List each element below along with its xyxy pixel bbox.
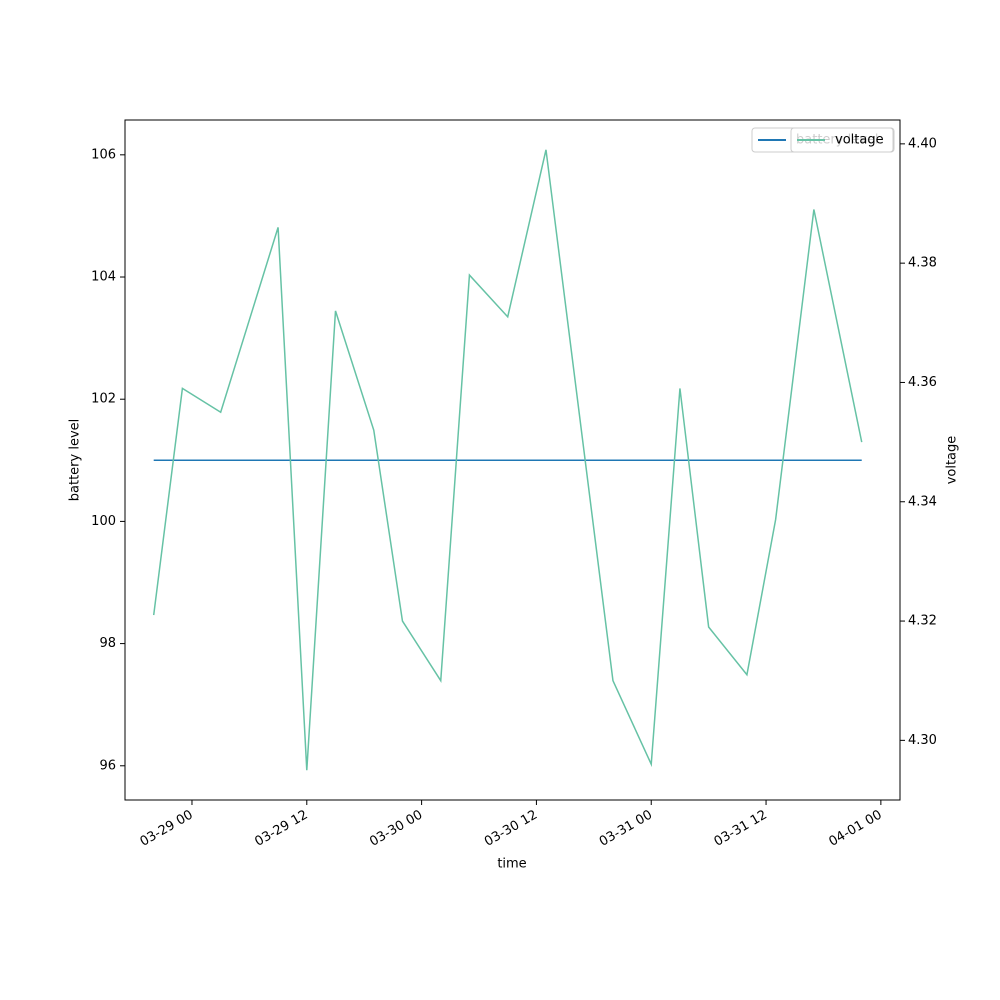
x-axis-label: time bbox=[497, 857, 526, 872]
legend: voltage bbox=[790, 127, 894, 153]
y-tick-label: 96 bbox=[99, 758, 116, 773]
y-axis-label: battery level bbox=[68, 419, 83, 502]
y-tick-label: 100 bbox=[91, 514, 116, 529]
x-tick-label: 03-31 12 bbox=[712, 808, 770, 850]
y2-tick-label: 4.40 bbox=[908, 136, 937, 151]
y2-tick-label: 4.30 bbox=[908, 733, 937, 748]
y2-axis-label: voltage bbox=[945, 436, 960, 485]
y2-tick-label: 4.32 bbox=[908, 614, 937, 629]
x-tick-label: 03-31 00 bbox=[597, 808, 655, 850]
legend-box bbox=[790, 127, 894, 153]
x-tick-label: 03-30 12 bbox=[482, 808, 540, 850]
series-line bbox=[152, 149, 863, 771]
y-tick-label: 102 bbox=[91, 392, 116, 407]
plot-frame bbox=[124, 119, 901, 801]
y-tick-label: 104 bbox=[91, 270, 116, 285]
x-tick-label: 03-29 00 bbox=[138, 808, 196, 850]
y2-tick-label: 4.36 bbox=[908, 375, 937, 390]
legend-label: voltage bbox=[835, 133, 884, 148]
x-tick-label: 03-29 12 bbox=[252, 808, 310, 850]
x-tick-label: 03-30 00 bbox=[367, 808, 425, 850]
x-tick-label: 04-01 00 bbox=[826, 808, 884, 850]
y2-tick-label: 4.38 bbox=[908, 256, 937, 271]
y-tick-label: 106 bbox=[91, 147, 116, 162]
y2-tick-label: 4.34 bbox=[908, 494, 937, 509]
y-tick-label: 98 bbox=[99, 636, 116, 651]
